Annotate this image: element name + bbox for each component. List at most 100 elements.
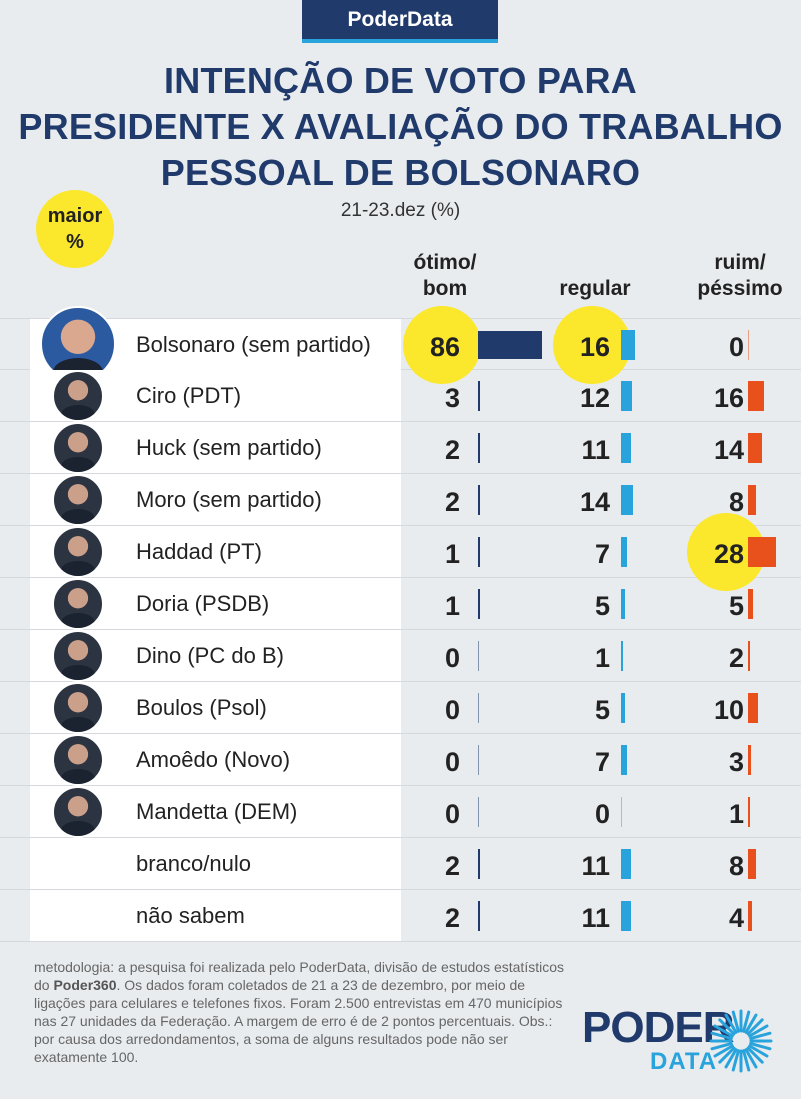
bar-otimo	[478, 693, 479, 723]
column-header-ruim-line-1: ruim/	[714, 251, 766, 274]
sunburst-ray	[746, 1046, 764, 1064]
methodology-footnote: metodologia: a pesquisa foi realizada pe…	[34, 958, 574, 1066]
value-ruim: 14	[713, 435, 744, 465]
candidate-name: Ciro (PDT)	[136, 383, 242, 408]
bar-ruim	[748, 693, 758, 723]
bar-otimo	[478, 641, 479, 671]
bar-ruim	[748, 381, 764, 411]
value-otimo: 0	[444, 643, 460, 673]
photo-suit-shape	[61, 405, 95, 420]
chart-title: INTENÇÃO DE VOTO PARA PRESIDENTE X AVALI…	[0, 58, 801, 196]
column-header-otimo: ótimo/ bom	[400, 250, 490, 302]
results-table: Bolsonaro (sem partido) 86 16 0 Ciro (PDT) 3 1…	[0, 306, 801, 942]
bar-ruim	[748, 537, 776, 567]
column-header-ruim-line-2: péssimo	[697, 277, 783, 300]
photo-suit-shape	[61, 613, 95, 628]
column-header-otimo-line-2: bom	[422, 277, 468, 300]
sunburst-ray	[744, 1048, 758, 1069]
candidate-name: Doria (PSDB)	[136, 591, 270, 616]
sunburst-ray	[731, 1049, 740, 1072]
photo-suit-shape	[61, 769, 95, 784]
bar-otimo	[478, 797, 479, 827]
maior-percent-legend: maior %	[36, 190, 114, 268]
bar-otimo	[478, 331, 542, 359]
candidate-photo	[52, 369, 104, 422]
bar-regular	[621, 693, 625, 723]
candidate-name: Boulos (Psol)	[136, 695, 267, 720]
column-header-regular-line-1: regular	[559, 277, 631, 300]
bar-ruim	[748, 330, 749, 360]
value-ruim: 0	[728, 332, 744, 362]
value-regular: 7	[594, 539, 610, 569]
candidate-photo	[52, 681, 104, 734]
bar-otimo	[478, 589, 480, 619]
candidate-photo	[52, 473, 104, 526]
bar-otimo	[478, 537, 480, 567]
candidate-name: Amoêdo (Novo)	[136, 747, 291, 772]
highlight-circle	[403, 306, 481, 384]
candidate-photo	[52, 525, 104, 578]
candidate-photo	[52, 421, 104, 474]
value-otimo: 2	[444, 435, 460, 465]
bar-ruim	[748, 797, 750, 827]
table-row: Doria (PSDB) 1 5 5	[0, 577, 801, 630]
row-name-cell	[30, 890, 401, 941]
title-line-1: INTENÇÃO DE VOTO PARA	[164, 60, 637, 101]
table-row: Boulos (Psol) 0 5 10	[0, 681, 801, 734]
sunburst-ray	[748, 1044, 769, 1058]
bar-regular	[621, 381, 632, 411]
value-ruim: 8	[728, 851, 744, 881]
poderdata-badge: PoderData	[302, 0, 498, 43]
bar-ruim	[748, 745, 751, 775]
value-regular: 11	[581, 903, 610, 933]
value-otimo: 86	[429, 332, 460, 362]
sunburst-ray	[731, 1010, 740, 1033]
photo-suit-shape	[61, 561, 95, 576]
sunburst-ray	[713, 1024, 734, 1038]
highlight-circle	[553, 306, 631, 384]
value-ruim: 1	[728, 799, 744, 829]
bar-regular	[621, 485, 633, 515]
column-header-regular: regular	[545, 276, 645, 302]
candidate-name: branco/nulo	[136, 851, 251, 876]
sunburst-ray	[718, 1018, 736, 1036]
photo-suit-shape	[61, 457, 95, 472]
candidate-photo	[52, 629, 104, 682]
table-row: branco/nulo 2 11 8	[0, 838, 801, 890]
candidate-photo	[52, 577, 104, 630]
bar-regular	[621, 433, 631, 463]
photo-suit-shape	[61, 717, 95, 732]
candidate-name: Bolsonaro (sem partido)	[136, 332, 371, 357]
sunburst-ray	[749, 1042, 772, 1051]
table-row: Huck (sem partido) 2 11 14	[0, 421, 801, 474]
candidate-name: Mandetta (DEM)	[136, 799, 298, 824]
bar-regular	[621, 537, 627, 567]
bar-ruim	[748, 901, 752, 931]
footnote-text-end: . Os dados foram coletados de 21 a 23 de…	[34, 977, 563, 1065]
title-line-3: PESSOAL DE BOLSONARO	[160, 152, 641, 193]
candidate-name: Dino (PC do B)	[136, 643, 284, 668]
sunburst-ray	[749, 1031, 772, 1040]
value-ruim: 10	[713, 695, 744, 725]
logo-poder-text: PODER	[582, 1003, 734, 1052]
table-row: Amoêdo (Novo) 0 7 3	[0, 733, 801, 786]
poderdata-logo: PODER DATA	[582, 1006, 782, 1076]
row-name-cell	[30, 838, 401, 889]
table-row: Dino (PC do B) 0 1 2	[0, 629, 801, 682]
sunburst-ray	[744, 1013, 758, 1034]
value-regular: 5	[594, 591, 610, 621]
chart-subtitle: 21-23.dez (%)	[340, 200, 461, 221]
table-row: não sabem 2 11 4	[0, 890, 801, 942]
photo-suit-shape	[61, 665, 95, 680]
title-line-2: PRESIDENTE X AVALIAÇÃO DO TRABALHO	[18, 106, 783, 147]
bar-otimo	[478, 901, 480, 931]
bar-regular	[621, 849, 631, 879]
value-otimo: 2	[444, 851, 460, 881]
table-row: Bolsonaro (sem partido) 86 16 0	[0, 306, 801, 384]
value-otimo: 2	[444, 903, 460, 933]
table-row: Haddad (PT) 1 7 28	[0, 513, 801, 591]
candidate-name: Haddad (PT)	[136, 539, 262, 564]
sunburst-ray	[710, 1031, 733, 1040]
value-ruim: 8	[728, 487, 744, 517]
sunburst-ray	[748, 1024, 769, 1038]
